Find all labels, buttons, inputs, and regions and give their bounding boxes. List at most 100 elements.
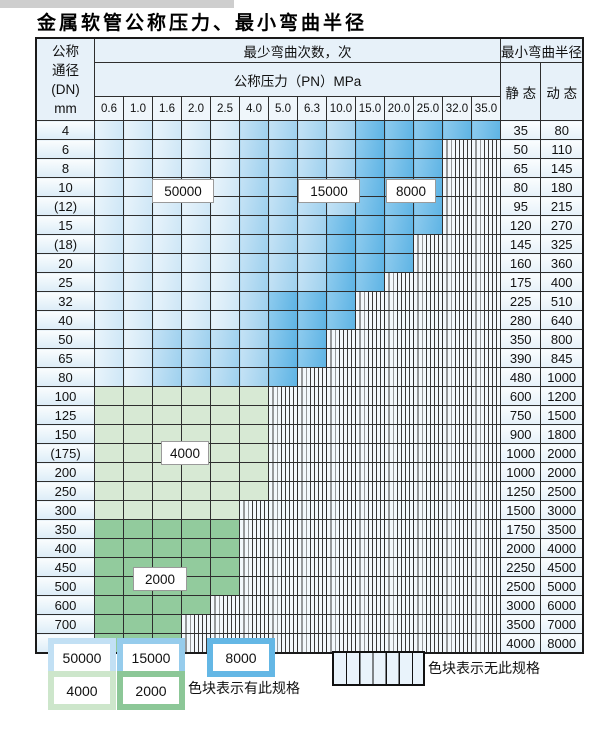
spec-cell-2000	[94, 576, 124, 596]
no-spec-cell	[442, 329, 472, 349]
no-spec-cell	[355, 424, 385, 444]
no-spec-cell	[355, 519, 385, 539]
spec-cell-4000	[181, 424, 211, 444]
dn-value: (18)	[35, 234, 95, 254]
spec-cell-2000	[152, 538, 182, 558]
dn-value: 125	[35, 405, 95, 425]
no-spec-cell	[442, 519, 472, 539]
dynamic-radius-value: 325	[540, 234, 584, 254]
spec-cell-4000	[181, 462, 211, 482]
no-spec-cell	[442, 348, 472, 368]
no-spec-cell	[384, 443, 414, 463]
spec-cell-50000	[94, 291, 124, 311]
no-spec-cell	[355, 500, 385, 520]
no-spec-cell	[181, 614, 211, 634]
region-label-2000: 2000	[133, 567, 187, 591]
pressure-column-header: 2.0	[181, 96, 211, 121]
no-spec-cell	[355, 367, 385, 387]
region-label-8000: 8000	[386, 179, 436, 203]
no-spec-cell	[442, 177, 472, 197]
table-row: 32 225 510	[35, 291, 584, 311]
spec-cell-4000	[152, 481, 182, 501]
spec-cell-50000	[152, 272, 182, 292]
no-spec-cell	[471, 405, 501, 425]
no-spec-cell	[471, 500, 501, 520]
spec-cell-4000	[210, 386, 240, 406]
no-spec-cell	[384, 329, 414, 349]
table-row: 65 390 845	[35, 348, 584, 368]
spec-cell-15000	[297, 215, 327, 235]
dn-value: 250	[35, 481, 95, 501]
spec-cell-4000	[210, 405, 240, 425]
header-row-2: 公称压力（PN）MPa 静 态 动 态	[36, 62, 584, 121]
spec-cell-2000	[152, 519, 182, 539]
spec-cell-2000	[94, 557, 124, 577]
spec-cell-15000	[239, 158, 269, 178]
no-spec-cell	[297, 481, 327, 501]
spec-cell-15000	[239, 139, 269, 159]
spec-cell-50000	[94, 158, 124, 178]
no-spec-cell	[384, 576, 414, 596]
dn-value: 400	[35, 538, 95, 558]
no-spec-cell	[413, 253, 443, 273]
spec-cell-8000	[355, 158, 385, 178]
static-radius-value: 65	[499, 158, 542, 178]
spec-cell-8000	[297, 291, 327, 311]
no-spec-cell	[442, 462, 472, 482]
pressure-column-header: 2.5	[210, 96, 240, 121]
spec-cell-50000	[94, 120, 124, 140]
spec-cell-15000	[326, 139, 356, 159]
dynamic-radius-value: 6000	[540, 595, 584, 615]
spec-cell-8000	[268, 291, 298, 311]
spec-cell-50000	[181, 291, 211, 311]
spec-cell-50000	[123, 234, 153, 254]
table-head: 公称 通径 (DN) mm 最少弯曲次数，次 最小弯曲半径 公称压力（PN）MP…	[35, 37, 584, 121]
static-radius-value: 120	[499, 215, 542, 235]
spec-cell-8000	[384, 120, 414, 140]
spec-cell-15000	[210, 348, 240, 368]
no-spec-cell	[355, 538, 385, 558]
no-spec-cell	[471, 367, 501, 387]
legend-swatch-4000: 4000	[48, 671, 116, 710]
no-spec-cell	[297, 462, 327, 482]
page-title: 金属软管公称压力、最小弯曲半径	[37, 12, 368, 34]
no-spec-cell	[442, 424, 472, 444]
spec-cell-2000	[181, 595, 211, 615]
spec-cell-8000	[384, 158, 414, 178]
pressure-values-header-row: 0.6 1.0 1.6 2.0 2.5 4.0 5.0 6.3 10.0 15.0 20.0 25.0…	[36, 96, 583, 121]
spec-cell-8000	[268, 348, 298, 368]
spec-cell-8000	[297, 329, 327, 349]
no-spec-cell	[239, 538, 269, 558]
spec-cell-8000	[355, 120, 385, 140]
static-radius-value: 4000	[499, 633, 542, 654]
spec-cell-8000	[355, 139, 385, 159]
no-spec-cell	[413, 481, 443, 501]
no-spec-cell	[326, 348, 356, 368]
no-spec-cell	[413, 633, 443, 654]
spec-cell-4000	[123, 443, 153, 463]
no-spec-cell	[413, 310, 443, 330]
spec-table: 公称 通径 (DN) mm 最少弯曲次数，次 最小弯曲半径 公称压力（PN）MP…	[35, 37, 584, 654]
spec-cell-2000	[123, 595, 153, 615]
dn-value: 50	[35, 329, 95, 349]
dynamic-radius-value: 800	[540, 329, 584, 349]
no-spec-cell	[471, 576, 501, 596]
spec-cell-8000	[413, 215, 443, 235]
static-radius-value: 750	[499, 405, 542, 425]
no-spec-cell	[297, 405, 327, 425]
dynamic-radius-value: 5000	[540, 576, 584, 596]
spec-cell-15000	[297, 139, 327, 159]
spec-cell-50000	[123, 348, 153, 368]
pressure-column-header: 0.6	[94, 96, 124, 121]
spec-cell-15000	[239, 272, 269, 292]
spec-cell-15000	[297, 120, 327, 140]
static-column-header: 静 态	[499, 62, 542, 121]
spec-cell-50000	[94, 367, 124, 387]
spec-cell-2000	[123, 538, 153, 558]
spec-cell-15000	[181, 367, 211, 387]
dn-value: 32	[35, 291, 95, 311]
no-spec-cell	[442, 310, 472, 330]
spec-cell-50000	[210, 291, 240, 311]
no-spec-cell	[442, 386, 472, 406]
static-radius-value: 225	[499, 291, 542, 311]
